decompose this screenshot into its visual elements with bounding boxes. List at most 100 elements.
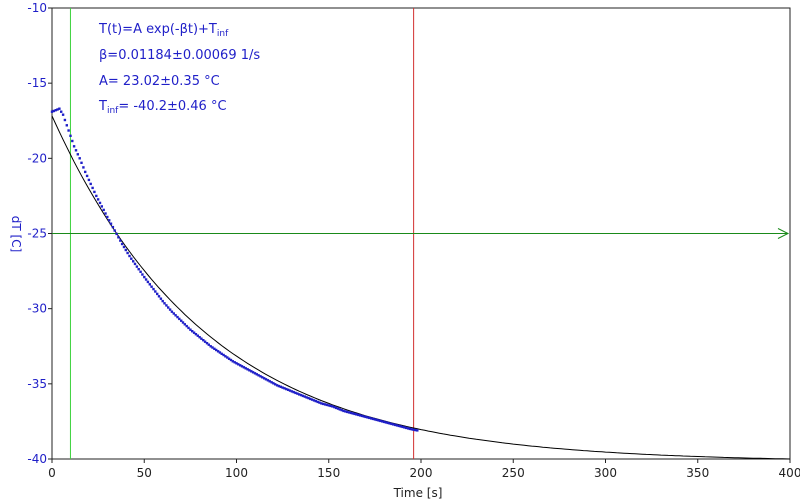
y-tick-label: -30 bbox=[27, 302, 47, 316]
data-point bbox=[93, 190, 96, 194]
data-point bbox=[401, 425, 404, 429]
data-point bbox=[377, 419, 380, 422]
data-point bbox=[336, 407, 340, 410]
y-tick-label: -25 bbox=[27, 227, 47, 241]
data-point bbox=[395, 424, 399, 427]
data-point bbox=[294, 391, 297, 395]
data-point bbox=[347, 411, 351, 414]
data-point bbox=[189, 328, 192, 331]
data-point bbox=[194, 333, 198, 336]
data-point bbox=[202, 339, 205, 342]
data-point bbox=[98, 201, 102, 205]
data-point bbox=[84, 170, 87, 174]
data-point bbox=[148, 283, 151, 286]
data-point bbox=[235, 362, 238, 365]
data-point bbox=[176, 315, 179, 319]
data-point bbox=[397, 424, 401, 428]
data-point bbox=[370, 417, 373, 420]
data-point bbox=[156, 292, 159, 296]
x-tick-label: 200 bbox=[410, 466, 433, 480]
data-point bbox=[368, 416, 371, 420]
y-tick-label: -20 bbox=[27, 151, 47, 165]
data-point bbox=[325, 403, 329, 407]
data-point bbox=[115, 232, 118, 236]
y-tick-label: -40 bbox=[27, 452, 47, 466]
data-point bbox=[72, 145, 76, 148]
y-tick-label: -15 bbox=[27, 76, 47, 90]
data-point bbox=[128, 254, 131, 258]
data-point bbox=[373, 418, 377, 421]
data-point bbox=[113, 229, 116, 232]
data-point bbox=[382, 420, 386, 424]
data-point bbox=[287, 388, 290, 391]
data-point bbox=[124, 248, 127, 252]
data-point bbox=[172, 312, 175, 315]
data-point bbox=[132, 260, 135, 263]
data-point bbox=[253, 372, 257, 375]
data-point bbox=[207, 343, 210, 346]
data-point bbox=[362, 415, 365, 418]
data-point bbox=[85, 174, 89, 178]
data-point bbox=[119, 239, 122, 242]
data-point bbox=[246, 368, 249, 371]
data-point bbox=[274, 383, 277, 386]
data-point bbox=[61, 113, 65, 116]
data-point bbox=[298, 393, 301, 396]
data-point bbox=[89, 182, 92, 186]
data-point bbox=[346, 410, 349, 414]
data-point bbox=[52, 109, 55, 113]
data-point bbox=[76, 153, 79, 156]
data-point bbox=[203, 340, 207, 343]
data-point bbox=[216, 350, 220, 353]
data-point bbox=[351, 412, 354, 415]
data-point bbox=[292, 390, 295, 394]
data-point bbox=[394, 423, 397, 427]
data-point bbox=[259, 375, 262, 378]
data-point bbox=[69, 134, 72, 137]
data-point bbox=[150, 285, 153, 288]
data-point bbox=[96, 198, 100, 201]
data-point bbox=[272, 382, 275, 385]
data-point bbox=[342, 409, 345, 413]
data-point bbox=[392, 423, 395, 426]
data-point bbox=[355, 413, 358, 416]
x-tick-label: 350 bbox=[686, 466, 709, 480]
data-point bbox=[331, 405, 334, 408]
data-point bbox=[283, 387, 286, 390]
data-point bbox=[412, 428, 415, 431]
data-point bbox=[281, 386, 284, 389]
data-point bbox=[141, 273, 144, 276]
x-tick-label: 250 bbox=[502, 466, 525, 480]
data-point bbox=[146, 280, 150, 284]
data-point bbox=[170, 310, 174, 313]
data-point bbox=[357, 413, 360, 417]
data-point bbox=[364, 415, 367, 419]
data-point bbox=[224, 355, 227, 358]
data-point bbox=[301, 394, 305, 398]
data-point bbox=[366, 416, 369, 419]
data-point bbox=[56, 108, 59, 111]
data-point bbox=[178, 317, 181, 321]
data-point bbox=[161, 299, 164, 303]
data-point bbox=[180, 319, 183, 322]
data-point bbox=[58, 107, 61, 110]
data-point bbox=[108, 219, 111, 222]
data-point bbox=[200, 337, 203, 340]
data-point bbox=[314, 399, 317, 403]
data-point bbox=[159, 297, 163, 300]
data-point bbox=[144, 278, 148, 281]
data-point bbox=[408, 427, 412, 431]
data-point bbox=[78, 157, 81, 160]
data-point bbox=[390, 422, 393, 426]
data-point bbox=[244, 367, 247, 370]
data-point bbox=[100, 205, 103, 208]
data-point bbox=[233, 361, 236, 364]
data-point bbox=[95, 194, 98, 198]
data-point bbox=[111, 225, 115, 229]
data-point bbox=[157, 295, 161, 298]
data-point bbox=[242, 366, 246, 369]
data-point bbox=[299, 393, 303, 397]
data-point bbox=[279, 385, 282, 388]
data-point bbox=[323, 403, 327, 406]
data-point bbox=[74, 149, 78, 152]
